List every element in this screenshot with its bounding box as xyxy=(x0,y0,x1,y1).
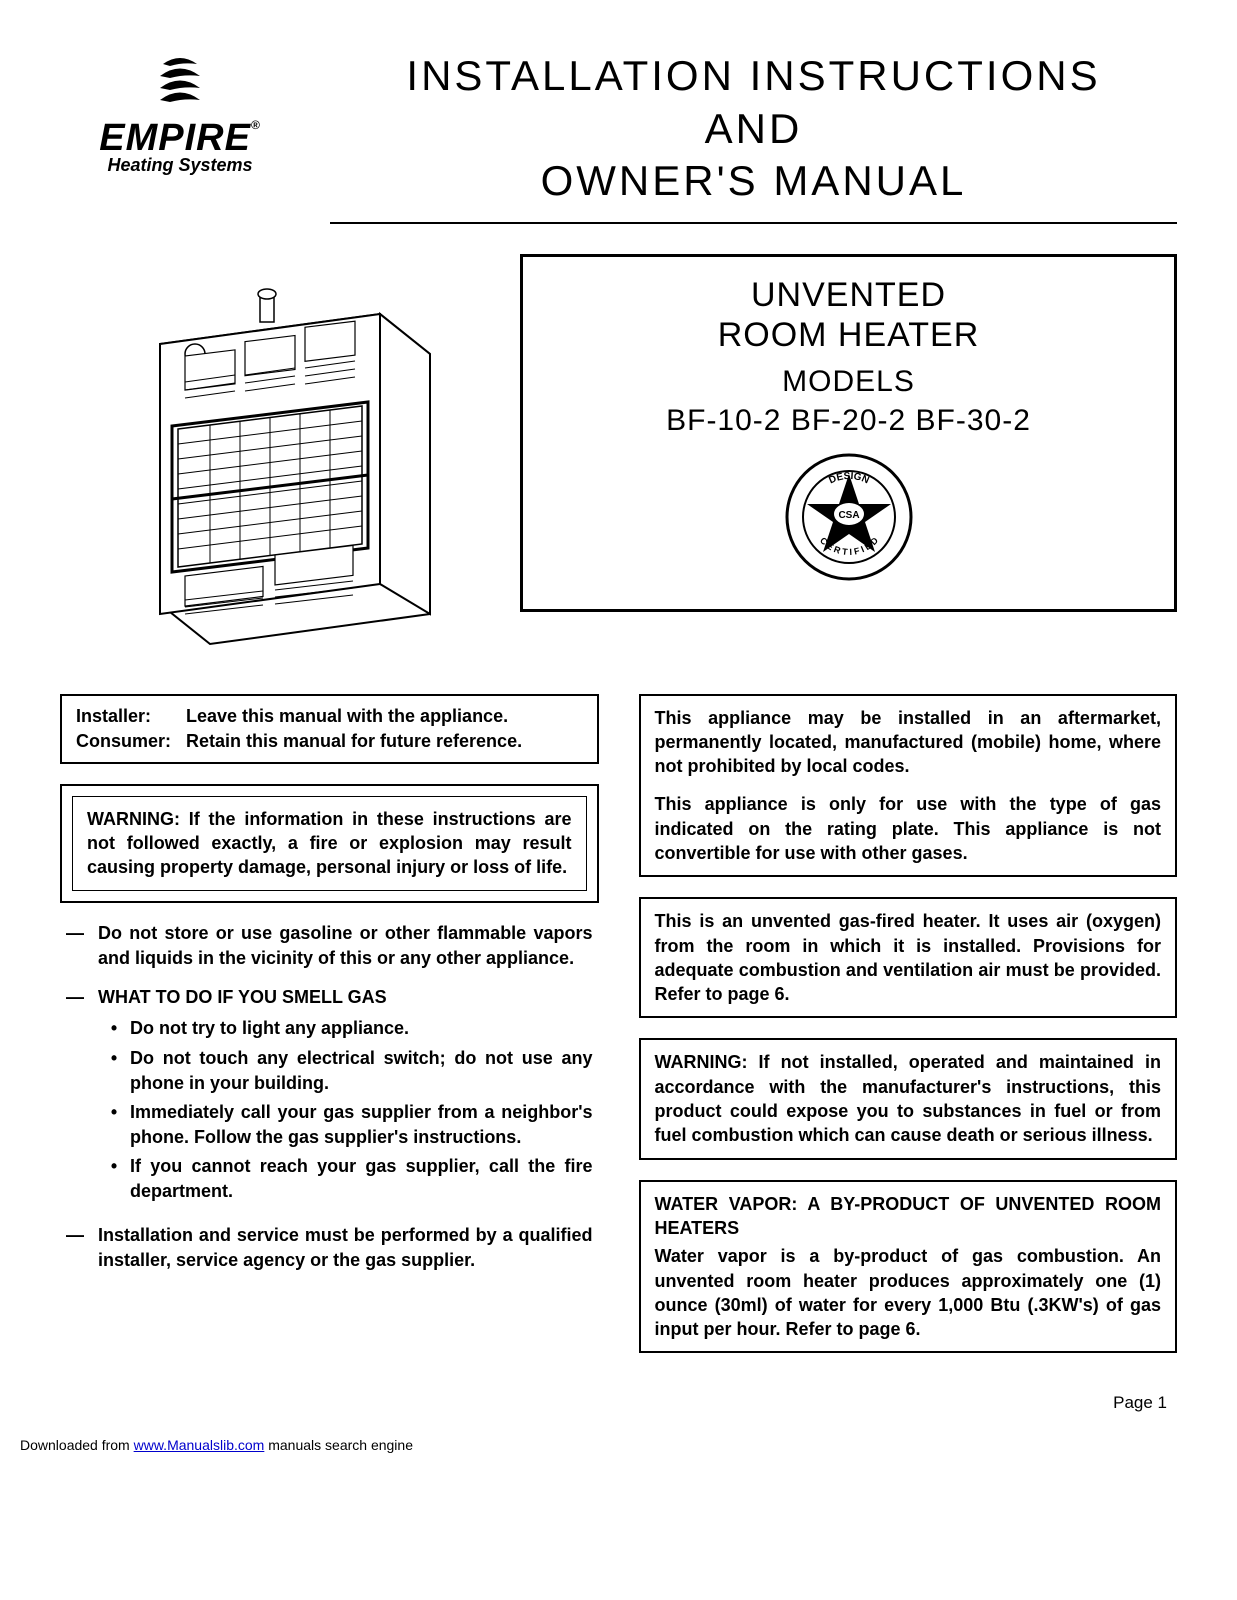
safety-list: — Do not store or use gasoline or other … xyxy=(60,921,599,1273)
aftermarket-box: This appliance may be installed in an af… xyxy=(639,694,1178,878)
dash-text-1: Do not store or use gasoline or other fl… xyxy=(98,921,593,971)
svg-text:CSA: CSA xyxy=(838,510,859,521)
consumer-label: Consumer: xyxy=(76,729,186,754)
installer-text: Leave this manual with the appliance. xyxy=(186,704,508,729)
page-number-row: Page 1 xyxy=(60,1393,1177,1413)
dash-icon: — xyxy=(66,985,98,1209)
smell-gas-heading: WHAT TO DO IF YOU SMELL GAS xyxy=(98,985,593,1010)
dash-item-2: — WHAT TO DO IF YOU SMELL GAS •Do not tr… xyxy=(66,985,593,1209)
product-illustration xyxy=(60,254,480,654)
installer-label: Installer: xyxy=(76,704,186,729)
unvented-info-box: This is an unvented gas-fired heater. It… xyxy=(639,897,1178,1018)
dl-suffix: manuals search engine xyxy=(264,1437,413,1453)
bullet-1: Do not try to light any appliance. xyxy=(130,1016,593,1041)
bullet-2: Do not touch any electrical switch; do n… xyxy=(130,1046,593,1096)
main-columns: Installer: Leave this manual with the ap… xyxy=(60,694,1177,1374)
dash-text-3: Installation and service must be perform… xyxy=(98,1223,593,1273)
title-line-3: OWNER'S MANUAL xyxy=(330,155,1177,208)
bullet-icon: • xyxy=(98,1100,130,1150)
warning-box-outer: WARNING: If the information in these ins… xyxy=(60,784,599,903)
dash-icon: — xyxy=(66,921,98,971)
heater-icon xyxy=(120,254,480,654)
bullet-4: If you cannot reach your gas supplier, c… xyxy=(130,1154,593,1204)
left-column: Installer: Leave this manual with the ap… xyxy=(60,694,599,1374)
logo-block: EMPIRE® Heating Systems xyxy=(60,50,300,176)
model-box: UNVENTED ROOM HEATER MODELS BF-10-2 BF-2… xyxy=(520,254,1177,613)
aftermarket-p1: This appliance may be installed in an af… xyxy=(655,706,1162,779)
model-heading-1a: UNVENTED xyxy=(543,275,1154,316)
manualslib-link[interactable]: www.Manualslib.com xyxy=(134,1437,265,1453)
bullet-icon: • xyxy=(98,1154,130,1204)
model-heading-1b: ROOM HEATER xyxy=(543,315,1154,356)
dash-body-2: WHAT TO DO IF YOU SMELL GAS •Do not try … xyxy=(98,985,593,1209)
page-number: Page 1 xyxy=(1113,1393,1167,1413)
model-heading-2: MODELS xyxy=(543,364,1154,400)
download-source-row: Downloaded from www.Manualslib.com manua… xyxy=(20,1437,1177,1453)
dash-item-3: — Installation and service must be perfo… xyxy=(66,1223,593,1273)
model-numbers: BF-10-2 BF-20-2 BF-30-2 xyxy=(543,404,1154,438)
logo-reg: ® xyxy=(251,118,261,132)
dl-prefix: Downloaded from xyxy=(20,1437,134,1453)
warning-maint-box: WARNING: If not installed, operated and … xyxy=(639,1038,1178,1159)
logo-brand-text: EMPIRE xyxy=(99,117,251,159)
dash-icon: — xyxy=(66,1223,98,1273)
aftermarket-p2: This appliance is only for use with the … xyxy=(655,792,1162,865)
empire-swirl-icon xyxy=(145,50,215,110)
water-vapor-heading: WATER VAPOR: A BY-PRODUCT OF UNVENTED RO… xyxy=(655,1192,1162,1241)
warning-box-inner: WARNING: If the information in these ins… xyxy=(72,796,587,891)
right-column: This appliance may be installed in an af… xyxy=(639,694,1178,1374)
bullet-icon: • xyxy=(98,1046,130,1096)
title-block: INSTALLATION INSTRUCTIONS AND OWNER'S MA… xyxy=(330,50,1177,224)
header: EMPIRE® Heating Systems INSTALLATION INS… xyxy=(60,50,1177,224)
bullet-icon: • xyxy=(98,1016,130,1041)
dash-item-1: — Do not store or use gasoline or other … xyxy=(66,921,593,971)
certified-badge-icon: CSA DESIGN C E R T I F I E D xyxy=(784,452,914,582)
logo-brand: EMPIRE® xyxy=(60,119,300,157)
water-vapor-body: Water vapor is a by-product of gas combu… xyxy=(655,1244,1162,1341)
logo-subtitle: Heating Systems xyxy=(60,155,300,176)
water-vapor-box: WATER VAPOR: A BY-PRODUCT OF UNVENTED RO… xyxy=(639,1180,1178,1354)
bullet-3: Immediately call your gas supplier from … xyxy=(130,1100,593,1150)
title-line-2: AND xyxy=(330,103,1177,156)
bullet-list: •Do not try to light any appliance. •Do … xyxy=(98,1016,593,1204)
title-line-1: INSTALLATION INSTRUCTIONS xyxy=(330,50,1177,103)
upper-row: UNVENTED ROOM HEATER MODELS BF-10-2 BF-2… xyxy=(60,254,1177,654)
installer-box: Installer: Leave this manual with the ap… xyxy=(60,694,599,764)
consumer-text: Retain this manual for future reference. xyxy=(186,729,522,754)
